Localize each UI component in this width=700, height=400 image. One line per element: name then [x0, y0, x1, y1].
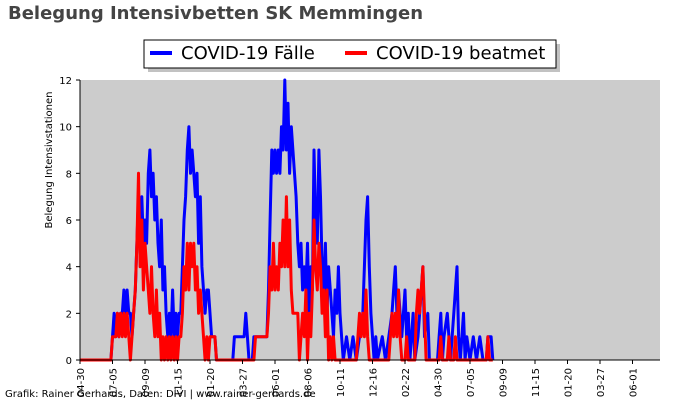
y-tick-label: 8 — [66, 169, 72, 180]
x-tick-label: 07-05 — [466, 368, 477, 397]
legend-label-faelle: COVID-19 Fälle — [181, 43, 315, 64]
y-axis-ticks: 0 2 4 6 8 10 12 — [59, 76, 80, 367]
y-tick-label: 0 — [66, 356, 72, 367]
x-tick-label: 02-22 — [401, 368, 412, 397]
x-tick-label: 08-06 — [304, 368, 315, 397]
x-tick-label: 01-20 — [564, 368, 575, 397]
x-tick-label: 04-30 — [76, 368, 87, 397]
chart-title: Belegung Intensivbetten SK Memmingen — [8, 3, 423, 24]
x-tick-label: 07-05 — [109, 368, 120, 397]
y-tick-label: 12 — [59, 76, 72, 87]
series-layer — [80, 78, 495, 362]
y-tick-label: 2 — [66, 309, 72, 320]
x-tick-label: 12-16 — [369, 368, 380, 397]
legend-label-beatmet: COVID-19 beatmet — [376, 43, 545, 64]
x-tick-label: 09-09 — [499, 368, 510, 397]
series-line-faelle — [80, 78, 495, 362]
series-line-beatmet — [80, 171, 493, 362]
credit-text: Grafik: Rainer Gerhards, Daten: DIVI | w… — [5, 389, 316, 400]
y-tick-label: 4 — [66, 263, 72, 274]
x-tick-label: 04-30 — [434, 368, 445, 397]
legend: COVID-19 Fälle COVID-19 beatmet — [143, 39, 560, 72]
x-tick-label: 09-09 — [141, 368, 152, 397]
x-tick-label: 06-01 — [271, 368, 282, 397]
x-tick-label: 10-11 — [336, 368, 347, 397]
x-axis-ticks: 04-30 07-05 09-09 11-15 01-20 03-27 06-01 08-06… — [76, 360, 640, 397]
y-axis-label: Belegung Intensivstationen — [44, 91, 55, 228]
x-tick-label: 06-01 — [629, 368, 640, 397]
x-tick-label: 11-15 — [174, 368, 185, 397]
x-tick-label: 03-27 — [596, 368, 607, 397]
y-tick-label: 10 — [59, 123, 72, 134]
y-tick-label: 6 — [66, 216, 72, 227]
x-tick-label: 11-15 — [531, 368, 542, 397]
x-tick-label: 03-27 — [239, 368, 250, 397]
x-tick-label: 01-20 — [206, 368, 217, 397]
